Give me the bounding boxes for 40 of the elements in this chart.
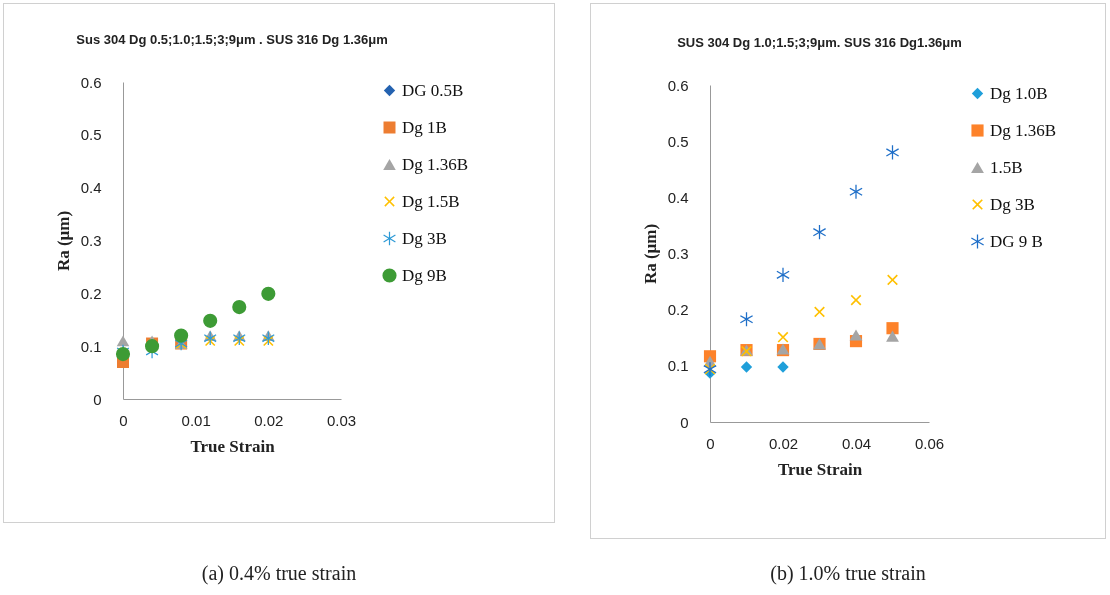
x-tick-label: 0.02: [768, 434, 799, 452]
y-tick-label: 0.6: [80, 73, 102, 91]
x-tick-label: 0.02: [254, 411, 284, 429]
legend-label: DG 9 B: [990, 231, 1043, 251]
legend-label: Dg 1.36B: [990, 120, 1057, 140]
legend-label: Dg 1.5B: [402, 191, 460, 211]
chart-title: Sus 304 Dg 0.5;1.0;1.5;3;9μm . SUS 316 Dg 1.36μm: [76, 32, 388, 47]
legend-label: Dg 1.36B: [402, 154, 469, 174]
chart-title: SUS 304 Dg 1.0;1.5;3;9μm. SUS 316 Dg1.36μm: [677, 35, 962, 50]
x-tick-label: 0.04: [841, 434, 872, 452]
y-tick-label: 0: [93, 390, 102, 408]
x-tick-label: 0: [119, 411, 128, 429]
y-tick-label: 0.5: [667, 132, 689, 150]
y-tick-label: 0.5: [80, 126, 102, 144]
text: (b) 1.0% true strain: [769, 562, 927, 585]
x-tick-label: 0.01: [181, 411, 211, 429]
y-tick-label: 0.3: [80, 232, 102, 249]
y-tick-label: 0.3: [667, 245, 689, 262]
legend-label: Dg 1.0B: [990, 83, 1048, 103]
x-tick-label: 0: [706, 434, 715, 452]
text: (a) 0.4% true strain: [200, 562, 358, 585]
x-axis-title: True Strain: [190, 436, 276, 456]
y-tick-label: 0.6: [667, 76, 689, 94]
y-tick-label: 0.2: [667, 301, 689, 319]
y-tick-label: 0.4: [667, 188, 689, 206]
legend-label: Dg 3B: [990, 194, 1035, 214]
y-axis-title: Ra (μm): [640, 223, 660, 285]
legend-label: Dg 9B: [402, 265, 447, 285]
legend-label: Dg 1B: [402, 117, 447, 137]
legend-label: DG 0.5B: [402, 80, 464, 100]
y-tick-label: 0.4: [80, 179, 102, 197]
x-axis-title: True Strain: [777, 459, 863, 479]
x-tick-label: 0.03: [326, 411, 357, 429]
y-axis-title: Ra (μm): [53, 210, 73, 272]
legend-label: 1.5B: [990, 157, 1023, 177]
y-tick-label: 0.2: [80, 284, 102, 302]
x-tick-label: 0.06: [914, 434, 945, 452]
y-tick-label: 0.1: [80, 337, 102, 355]
y-tick-label: 0.1: [667, 357, 689, 375]
legend-label: Dg 3B: [402, 228, 447, 248]
